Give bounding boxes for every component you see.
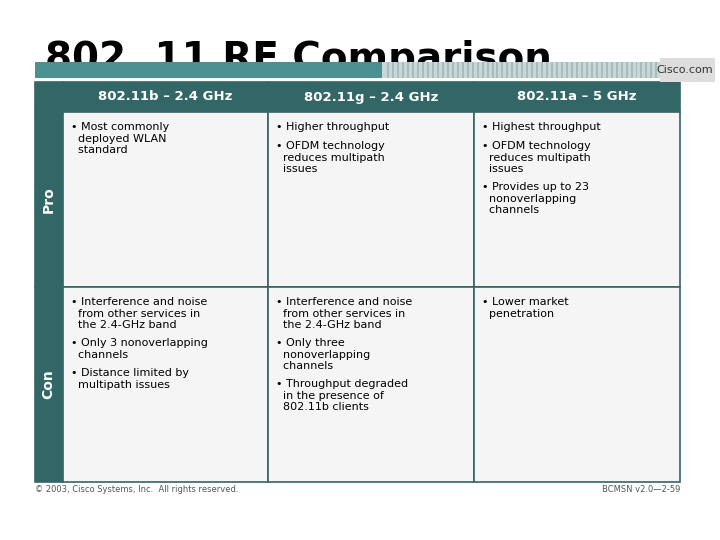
Text: • Interference and noise
  from other services in
  the 2.4-GHz band: • Interference and noise from other serv… xyxy=(71,297,207,330)
Bar xyxy=(452,62,454,78)
Bar xyxy=(442,62,444,78)
Bar xyxy=(631,62,633,78)
Bar xyxy=(472,62,474,78)
Bar xyxy=(616,62,618,78)
Bar xyxy=(655,62,657,78)
Text: BCMSN v2.0—2-59: BCMSN v2.0—2-59 xyxy=(602,485,680,494)
Text: • Higher throughput: • Higher throughput xyxy=(276,122,390,132)
Bar xyxy=(456,62,459,78)
Bar xyxy=(432,62,434,78)
Text: • Interference and noise
  from other services in
  the 2.4-GHz band: • Interference and noise from other serv… xyxy=(276,297,413,330)
Text: Pro: Pro xyxy=(42,186,55,213)
Text: © 2003, Cisco Systems, Inc.  All rights reserved.: © 2003, Cisco Systems, Inc. All rights r… xyxy=(35,485,238,494)
Bar xyxy=(531,62,534,78)
Bar xyxy=(660,58,715,82)
Bar xyxy=(641,62,642,78)
Bar xyxy=(501,62,503,78)
Bar xyxy=(417,62,419,78)
Text: 802.11a – 5 GHz: 802.11a – 5 GHz xyxy=(517,91,636,104)
Bar xyxy=(407,62,409,78)
Bar xyxy=(492,62,493,78)
Bar xyxy=(382,62,660,78)
Bar xyxy=(621,62,623,78)
Bar xyxy=(606,62,608,78)
Bar xyxy=(576,62,578,78)
Bar xyxy=(506,62,508,78)
Bar xyxy=(63,287,268,482)
Text: • Lower market
  penetration: • Lower market penetration xyxy=(482,297,568,319)
Text: • Only three
  nonoverlapping
  channels: • Only three nonoverlapping channels xyxy=(276,338,370,371)
Bar xyxy=(35,287,63,482)
Bar xyxy=(546,62,548,78)
Bar xyxy=(402,62,404,78)
Bar xyxy=(487,62,489,78)
Bar xyxy=(268,287,474,482)
Text: • Only 3 nonoverlapping
  channels: • Only 3 nonoverlapping channels xyxy=(71,338,207,360)
Bar xyxy=(556,62,558,78)
Text: Cisco.com: Cisco.com xyxy=(657,65,714,75)
Bar xyxy=(427,62,429,78)
Bar xyxy=(536,62,538,78)
Bar xyxy=(600,62,603,78)
Bar xyxy=(521,62,523,78)
Bar xyxy=(63,112,268,287)
Bar xyxy=(474,287,680,482)
Text: 802.11b – 2.4 GHz: 802.11b – 2.4 GHz xyxy=(98,91,233,104)
Text: • Most commonly
  deployed WLAN
  standard: • Most commonly deployed WLAN standard xyxy=(71,122,168,155)
Bar xyxy=(591,62,593,78)
Bar xyxy=(581,62,583,78)
Bar xyxy=(611,62,613,78)
Bar xyxy=(474,82,680,112)
Bar xyxy=(462,62,464,78)
Bar xyxy=(497,62,498,78)
Bar xyxy=(541,62,543,78)
Bar xyxy=(63,82,268,112)
Bar xyxy=(474,112,680,287)
Text: • OFDM technology
  reduces multipath
  issues: • OFDM technology reduces multipath issu… xyxy=(482,141,590,174)
Text: 802. 11 RF Comparison: 802. 11 RF Comparison xyxy=(45,40,552,78)
Bar xyxy=(268,112,474,287)
Text: Con: Con xyxy=(42,369,55,400)
Text: • Throughput degraded
  in the presence of
  802.11b clients: • Throughput degraded in the presence of… xyxy=(276,379,408,412)
Bar xyxy=(268,82,474,112)
Bar xyxy=(626,62,628,78)
Bar xyxy=(482,62,484,78)
Text: • Distance limited by
  multipath issues: • Distance limited by multipath issues xyxy=(71,368,189,389)
Bar xyxy=(571,62,573,78)
Bar xyxy=(551,62,553,78)
Bar xyxy=(412,62,414,78)
Bar xyxy=(392,62,395,78)
Text: 802.11g – 2.4 GHz: 802.11g – 2.4 GHz xyxy=(304,91,438,104)
Bar xyxy=(422,62,424,78)
Text: • Highest throughput: • Highest throughput xyxy=(482,122,600,132)
Bar xyxy=(636,62,637,78)
Text: • OFDM technology
  reduces multipath
  issues: • OFDM technology reduces multipath issu… xyxy=(276,141,384,174)
Bar xyxy=(437,62,439,78)
Text: • Provides up to 23
  nonoverlapping
  channels: • Provides up to 23 nonoverlapping chann… xyxy=(482,182,588,215)
Bar xyxy=(397,62,399,78)
Bar xyxy=(35,62,382,78)
Bar xyxy=(566,62,568,78)
Bar xyxy=(477,62,479,78)
Bar xyxy=(35,82,63,112)
Bar xyxy=(467,62,469,78)
Bar xyxy=(516,62,518,78)
Bar xyxy=(526,62,528,78)
Bar xyxy=(645,62,647,78)
Bar xyxy=(561,62,563,78)
Bar xyxy=(387,62,390,78)
Bar xyxy=(586,62,588,78)
Bar xyxy=(35,112,63,287)
Bar xyxy=(447,62,449,78)
Bar xyxy=(595,62,598,78)
Bar xyxy=(650,62,652,78)
Bar xyxy=(511,62,513,78)
